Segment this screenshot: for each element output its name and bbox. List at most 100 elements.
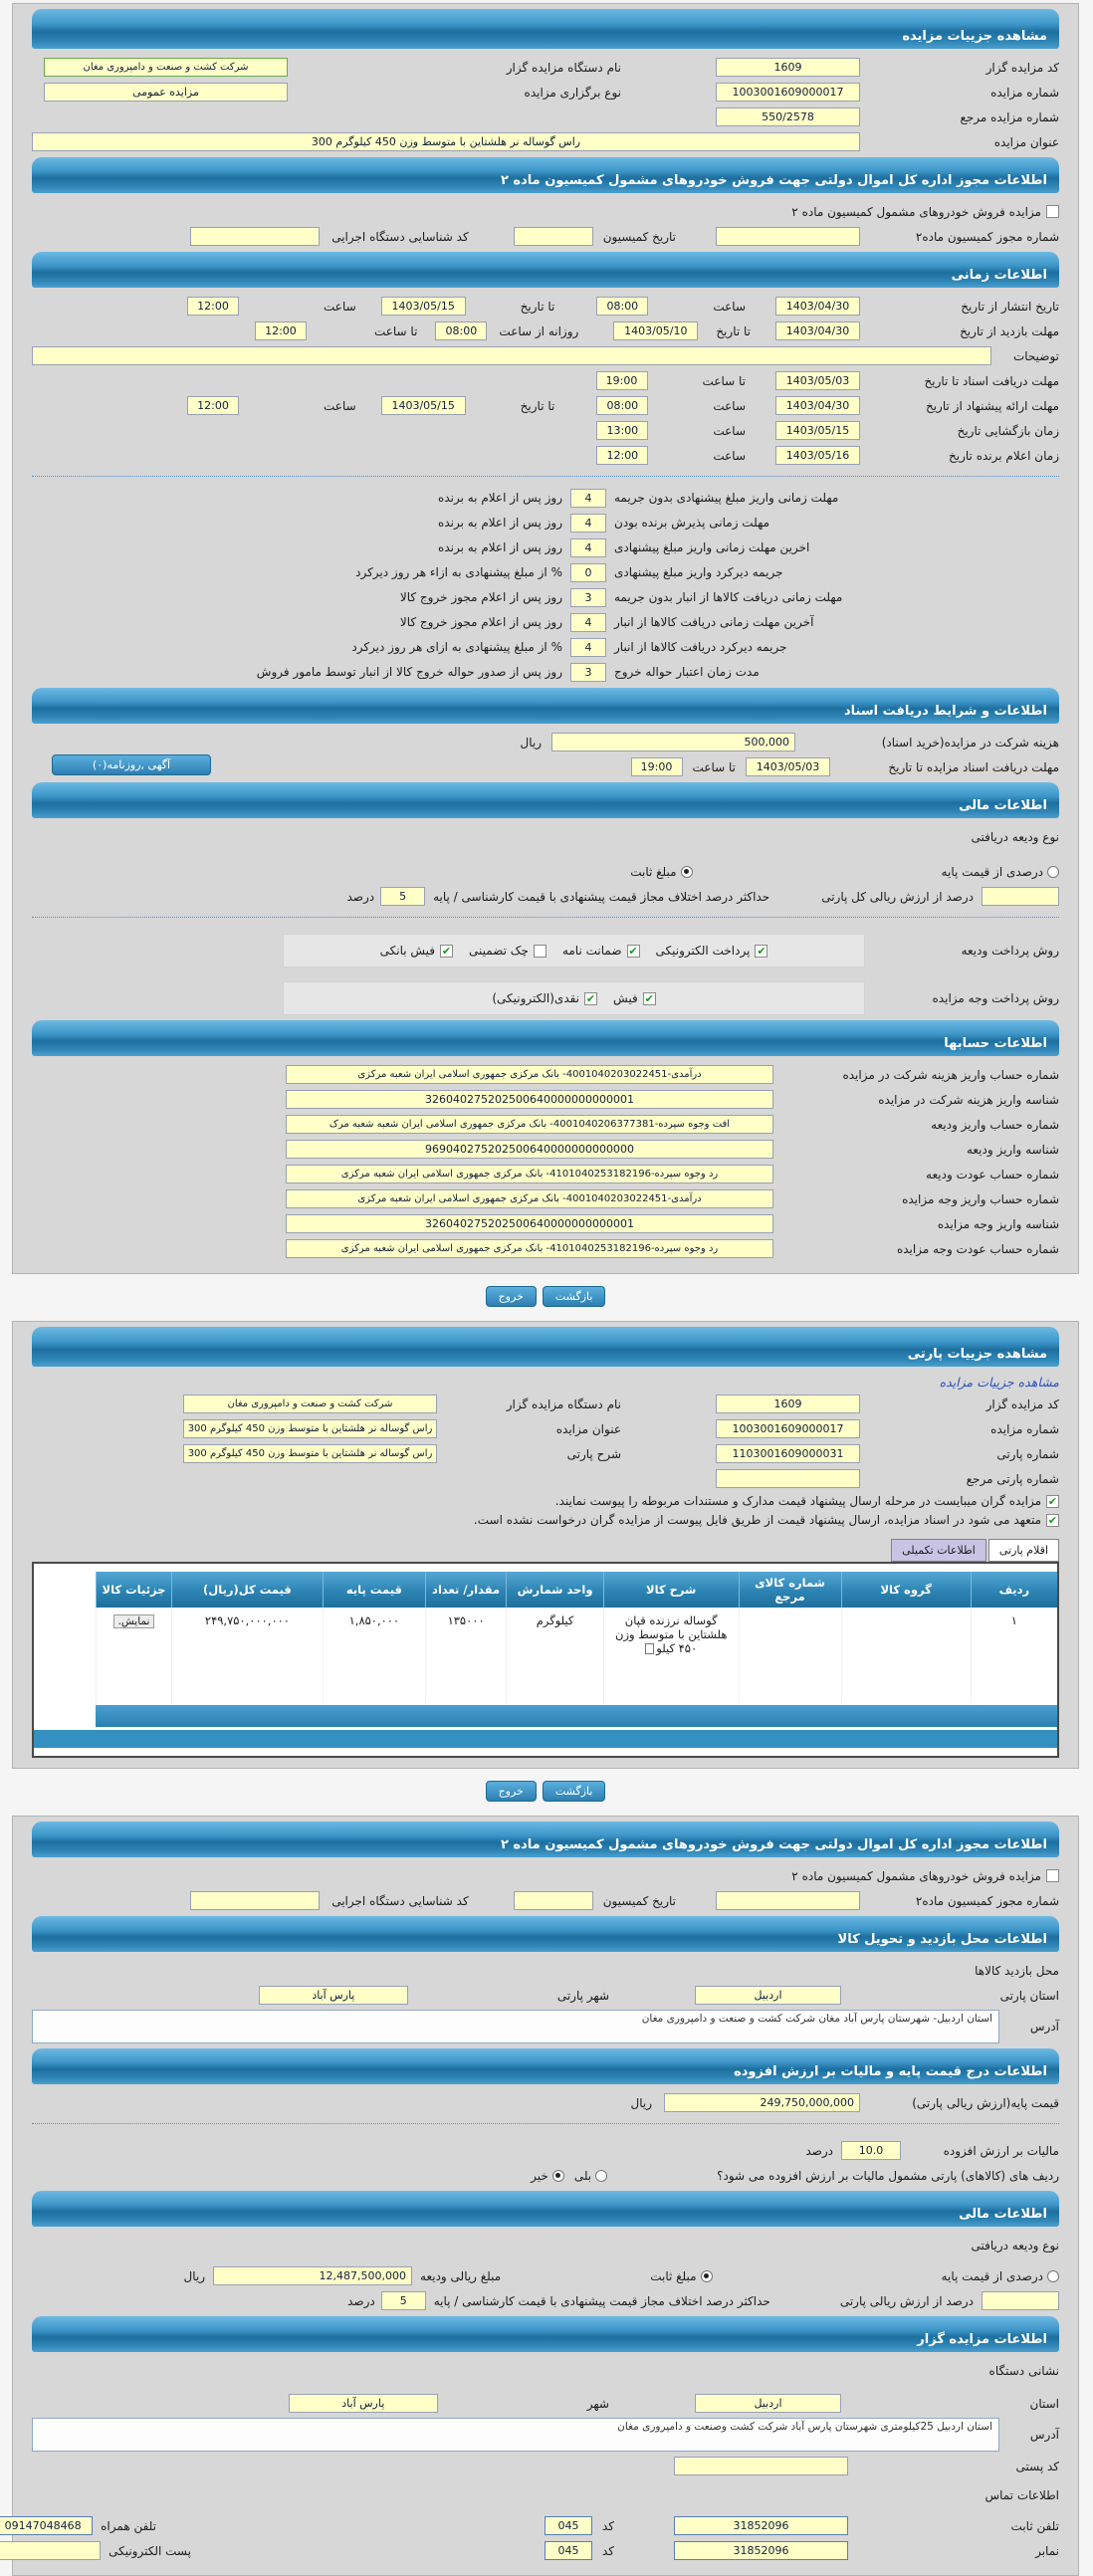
commission-date-field[interactable] [514,1891,594,1910]
bidder-province-field[interactable]: اردبیل [696,2394,842,2413]
base-price-field[interactable]: 249,750,000,000 [665,2093,861,2112]
auction-type-field[interactable]: مزایده عمومی [45,83,289,102]
vat-field[interactable]: 10.0 [842,2141,902,2160]
commission-date-field[interactable] [514,227,594,246]
exec-id-field[interactable] [191,227,322,246]
auction-title-field[interactable]: راس گوساله نر هلشتاین با متوسط وزن 450 ک… [33,132,861,151]
penalty-days-field[interactable]: 4 [571,513,607,533]
account-field[interactable]: درآمدی-4001040203022451- بانک مرکزی جمهو… [287,1189,774,1208]
checkbox-checked-icon[interactable]: ✔ [1047,1513,1060,1527]
email-field[interactable] [0,2541,103,2560]
show-details-button[interactable]: نمایش. [113,1614,156,1628]
exit-button[interactable]: خروج [486,1781,538,1802]
account-field[interactable]: رد وجوه سپرده-4101040253182196- بانک مرک… [287,1239,774,1258]
tab-extra-info[interactable]: اطلاعات تکمیلی [892,1539,987,1562]
commission-no-field[interactable] [717,1891,861,1910]
offer-to-time-field[interactable]: 12:00 [188,396,240,415]
penalty-days-field[interactable]: 4 [571,537,607,557]
fax-code-field[interactable]: 045 [545,2541,593,2560]
party-province-field[interactable]: اردبیل [696,1986,842,2005]
fax-field[interactable]: 31852096 [675,2541,849,2560]
account-field[interactable]: 326040275202500640000000000001 [287,1090,774,1109]
publish-to-date-field[interactable]: 1403/05/15 [381,297,467,316]
commission-no-field[interactable] [717,227,861,246]
winner-time-field[interactable]: 12:00 [597,446,650,465]
opening-time-field[interactable]: 13:00 [597,421,650,440]
exit-button[interactable]: خروج [486,1286,538,1307]
percent-value-field[interactable] [983,887,1060,906]
cash-electronic-checkbox[interactable]: ✔ نقدی(الکترونیکی) [493,991,599,1005]
visit-to-time-field[interactable]: 12:00 [255,322,308,340]
penalty-percent-field[interactable]: 4 [571,637,607,657]
docs-deadline-date-field[interactable]: 1403/05/03 [776,371,861,390]
party-ref-field[interactable] [717,1469,861,1488]
percent-of-base-radio[interactable] [1048,2269,1060,2282]
percent-value-field[interactable] [983,2291,1060,2310]
account-field[interactable]: رد وجوه سپرده-4101040253182196- بانک مرک… [287,1165,774,1183]
visit-to-date-field[interactable]: 1403/05/10 [614,322,700,340]
party-desc-field[interactable]: راس گوساله نر هلشتاین با متوسط وزن 450 ک… [184,1444,438,1463]
doc-deadline-time-field[interactable]: 19:00 [631,757,684,776]
bidder-address-field[interactable]: استان اردبیل 25کیلومتری شهرستان پارس آبا… [33,2418,1000,2452]
publish-from-date-field[interactable]: 1403/04/30 [776,297,861,316]
party-city-field[interactable]: پارس آباد [259,1986,409,2005]
opening-date-field[interactable]: 1403/05/15 [776,421,861,440]
penalty-days-field[interactable]: 3 [571,587,607,607]
penalty-days-field[interactable]: 4 [571,488,607,508]
penalty-days-field[interactable]: 3 [571,662,607,682]
postal-code-field[interactable] [675,2457,849,2475]
account-field[interactable]: درآمدی-4001040203022451- بانک مرکزی جمهو… [287,1065,774,1084]
fixed-amount-radio[interactable] [681,865,694,878]
permit-checkbox[interactable] [1047,205,1060,218]
electronic-payment-checkbox[interactable]: ✔ پرداخت الکترونیکی [656,944,769,958]
auction-no-field[interactable]: 1003001609000017 [717,83,861,102]
publish-to-time-field[interactable]: 12:00 [188,297,240,316]
doc-fee-field[interactable]: 500,000 [552,733,796,751]
vat-yes-radio[interactable] [596,2169,609,2182]
org-name-field[interactable]: شرکت کشت و صنعت و دامپروری مغان [184,1395,438,1413]
deposit-amount-field[interactable]: 12,487,500,000 [214,2266,414,2285]
bidder-city-field[interactable]: پارس آباد [289,2394,439,2413]
guarantee-letter-checkbox[interactable]: ✔ ضمانت نامه [562,944,641,958]
party-address-field[interactable]: استان اردبیل- شهرستان پارس آباد مغان شرک… [33,2010,1000,2043]
max-diff-field[interactable]: 5 [381,2291,427,2310]
tab-party-items[interactable]: اقلام پارتی [988,1539,1060,1562]
docs-deadline-time-field[interactable]: 19:00 [596,371,649,390]
back-button[interactable]: بازگشت [543,1286,607,1307]
phone-field[interactable]: 31852096 [675,2516,849,2535]
auction-title-field[interactable]: راس گوساله نر هلشتاین با متوسط وزن 450 ک… [184,1419,438,1438]
permit-checkbox[interactable] [1047,1869,1060,1882]
notes-field[interactable] [33,346,992,365]
secured-cheque-checkbox[interactable]: چک تضمینی [470,944,547,958]
account-field[interactable]: 326040275202500640000000000001 [287,1214,774,1233]
max-diff-field[interactable]: 5 [381,887,427,906]
back-button[interactable]: بازگشت [543,1781,607,1802]
newspaper-ads-button[interactable]: آگهی ,روزنامه(۰) [53,754,212,775]
vat-no-radio[interactable] [552,2169,565,2182]
publish-from-time-field[interactable]: 08:00 [597,297,650,316]
phone-code-field[interactable]: 045 [545,2516,593,2535]
fixed-amount-radio[interactable] [701,2269,714,2282]
offer-from-time-field[interactable]: 08:00 [597,396,650,415]
ref-no-field[interactable]: 550/2578 [717,107,861,126]
percent-of-base-radio[interactable] [1048,865,1060,878]
org-name-field[interactable]: شرکت کشت و صنعت و دامپروری مغان [45,58,289,77]
account-field[interactable]: 969040275202500640000000000000 [287,1140,774,1159]
penalty-percent-field[interactable]: 0 [571,562,607,582]
bidder-code-field[interactable]: 1609 [717,58,861,77]
checkbox-checked-icon[interactable]: ✔ [1047,1494,1060,1508]
offer-from-date-field[interactable]: 1403/04/30 [776,396,861,415]
offer-to-date-field[interactable]: 1403/05/15 [381,396,467,415]
winner-date-field[interactable]: 1403/05/16 [776,446,861,465]
auction-no-field[interactable]: 1003001609000017 [717,1419,861,1438]
visit-from-time-field[interactable]: 08:00 [436,322,489,340]
penalty-days-field[interactable]: 4 [571,612,607,632]
bidder-code-field[interactable]: 1609 [717,1395,861,1413]
visit-from-date-field[interactable]: 1403/04/30 [776,322,861,340]
account-field[interactable]: افت وجوه سپرده-4001040206377381- بانک مر… [287,1115,774,1134]
party-no-field[interactable]: 1103001609000031 [717,1444,861,1463]
exec-id-field[interactable] [191,1891,322,1910]
slip-checkbox[interactable]: ✔ فیش [614,991,657,1005]
bank-slip-checkbox[interactable]: ✔ فیش بانکی [380,944,455,958]
doc-deadline-date-field[interactable]: 1403/05/03 [747,757,831,776]
